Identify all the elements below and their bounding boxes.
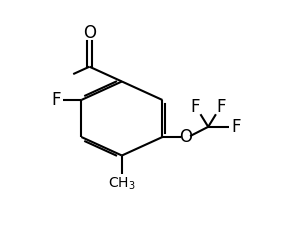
Text: F: F (216, 98, 226, 116)
Text: O: O (179, 128, 192, 146)
Text: F: F (232, 118, 241, 136)
Text: F: F (51, 91, 61, 109)
Text: CH$_3$: CH$_3$ (108, 175, 136, 192)
Text: O: O (83, 24, 96, 41)
Text: F: F (190, 98, 200, 116)
